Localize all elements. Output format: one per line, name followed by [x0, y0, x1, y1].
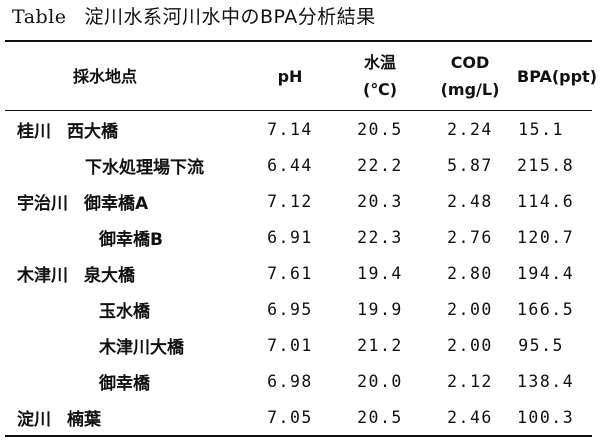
table-row: 御幸橋 6.98 20.0 2.12 138.4 [5, 363, 592, 399]
cod-cell: 2.00 [447, 299, 493, 319]
bpa-cell: 100.3 [517, 407, 575, 427]
site-name: 木津川大橋 [99, 337, 184, 358]
ph-cell: 6.91 [267, 227, 313, 247]
ph-cell: 6.44 [267, 155, 313, 175]
table-caption: Table 淀川水系河川水中のBPA分析結果 [12, 2, 376, 29]
table-label: Table [12, 6, 67, 28]
temp-cell: 20.5 [357, 119, 403, 139]
ph-cell: 7.14 [267, 119, 313, 139]
site-name: 御幸橋 [99, 373, 150, 394]
bpa-cell: 15.1 [518, 119, 564, 139]
ph-cell: 6.95 [267, 299, 313, 319]
site-cell: 木津川 泉大橋 [5, 255, 243, 291]
header-ph: pH [277, 66, 303, 86]
cod-cell: 2.24 [447, 119, 493, 139]
cod-cell: 2.76 [447, 227, 493, 247]
river-name: 桂川 [17, 121, 51, 142]
temp-cell: 20.5 [357, 407, 403, 427]
site-cell: 玉水橋 [5, 291, 243, 327]
header-temp-unit: (℃) [363, 80, 397, 99]
temp-cell: 20.0 [357, 371, 403, 391]
site-cell: 木津川大橋 [5, 327, 243, 363]
site-cell: 下水処理場下流 [5, 147, 243, 183]
table-row: 玉水橋 6.95 19.9 2.00 166.5 [5, 291, 592, 327]
river-name: 淀川 [17, 409, 51, 430]
table-row: 木津川大橋 7.01 21.2 2.00 95.5 [5, 327, 592, 363]
table-row: 木津川 泉大橋 7.61 19.4 2.80 194.4 [5, 255, 592, 291]
table-row: 桂川 西大橋 7.14 20.5 2.24 15.1 [5, 111, 592, 148]
header-row: 採水地点 pH 水温 (℃) COD (mg/L) BPA(ppt) [5, 41, 598, 111]
ph-cell: 7.12 [267, 191, 313, 211]
cod-cell: 2.46 [447, 407, 493, 427]
cod-cell: 2.80 [447, 263, 493, 283]
site-name: 楠葉 [67, 409, 101, 430]
bpa-cell: 194.4 [517, 263, 575, 283]
site-name: 御幸橋A [84, 193, 149, 214]
temp-cell: 19.9 [357, 299, 403, 319]
river-name: 宇治川 [17, 193, 68, 214]
bpa-cell: 120.7 [517, 227, 575, 247]
site-name: 御幸橋B [99, 229, 163, 250]
table-title: 淀川水系河川水中のBPA分析結果 [84, 6, 376, 28]
bpa-cell: 166.5 [517, 299, 575, 319]
cod-cell: 5.87 [447, 155, 493, 175]
table-row: 御幸橋B 6.91 22.3 2.76 120.7 [5, 219, 592, 255]
site-cell: 桂川 西大橋 [5, 111, 243, 148]
site-cell: 淀川 楠葉 [5, 399, 243, 436]
ph-cell: 7.61 [267, 263, 313, 283]
bpa-cell: 114.6 [517, 191, 575, 211]
header-bpa: BPA(ppt) [517, 66, 598, 86]
cod-cell: 2.00 [447, 335, 493, 355]
table-row: 下水処理場下流 6.44 22.2 5.87 215.8 [5, 147, 592, 183]
temp-cell: 19.4 [357, 263, 403, 283]
header-cod-unit: (mg/L) [440, 80, 500, 99]
site-name: 泉大橋 [84, 265, 135, 286]
ph-cell: 7.01 [267, 335, 313, 355]
temp-cell: 20.3 [357, 191, 403, 211]
site-name: 下水処理場下流 [85, 157, 204, 178]
header-water-temperature: 水温 (℃) [337, 41, 423, 111]
cod-cell: 2.48 [447, 191, 493, 211]
ph-cell: 6.98 [267, 371, 313, 391]
bpa-cell: 215.8 [517, 155, 575, 175]
site-cell: 御幸橋B [5, 219, 243, 255]
header-sampling-site: 採水地点 [73, 66, 138, 86]
river-name: 木津川 [17, 265, 68, 286]
cod-cell: 2.12 [447, 371, 493, 391]
site-cell: 御幸橋 [5, 363, 243, 399]
ph-cell: 7.05 [267, 407, 313, 427]
table-row: 宇治川 御幸橋A 7.12 20.3 2.48 114.6 [5, 183, 592, 219]
header-cod: COD (mg/L) [423, 41, 517, 111]
header-cod-label: COD [450, 53, 490, 72]
site-cell: 宇治川 御幸橋A [5, 183, 243, 219]
site-name: 西大橋 [67, 121, 118, 142]
site-name: 玉水橋 [99, 301, 150, 322]
temp-cell: 22.2 [357, 155, 403, 175]
bpa-analysis-table: 採水地点 pH 水温 (℃) COD (mg/L) BPA(ppt) 桂川 西大橋 7… [5, 40, 598, 437]
temp-cell: 21.2 [357, 335, 403, 355]
bpa-cell: 95.5 [518, 335, 564, 355]
temp-cell: 22.3 [357, 227, 403, 247]
bpa-cell: 138.4 [517, 371, 575, 391]
header-temp-label: 水温 [363, 53, 396, 72]
table-row: 淀川 楠葉 7.05 20.5 2.46 100.3 [5, 399, 592, 436]
